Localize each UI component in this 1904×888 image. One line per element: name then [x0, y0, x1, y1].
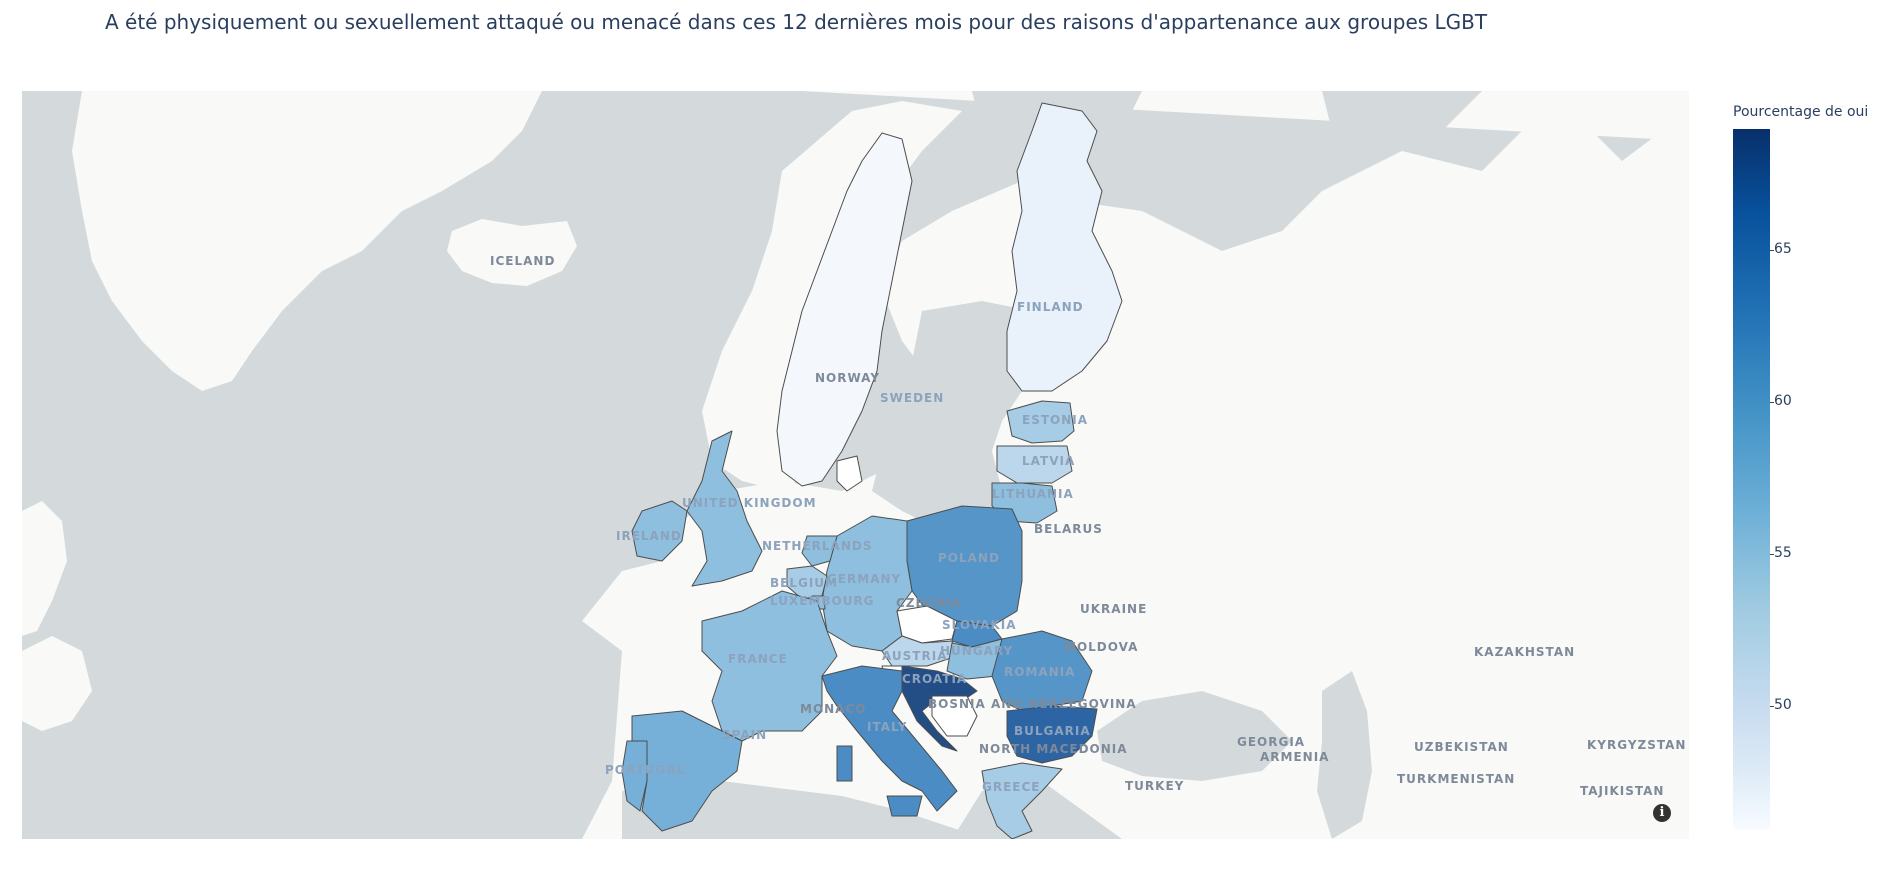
label-kazakhstan: KAZAKHSTAN — [1474, 645, 1575, 659]
country-finland[interactable] — [1006, 102, 1123, 392]
label-latvia: LATVIA — [1022, 454, 1075, 468]
country-denmark[interactable] — [836, 455, 863, 492]
colorbar-tick: 60 — [1770, 393, 1834, 409]
label-iceland: ICELAND — [490, 254, 555, 268]
label-lithuania: LITHUANIA — [992, 487, 1074, 501]
label-greece: GREECE — [982, 780, 1041, 794]
country-croatia[interactable] — [901, 665, 978, 752]
newfoundland-landmass — [22, 636, 92, 731]
label-uzbekistan: UZBEKISTAN — [1414, 740, 1509, 754]
country-latvia[interactable] — [996, 445, 1073, 484]
label-slovakia: SLOVAKIA — [942, 618, 1017, 632]
label-norway: NORWAY — [815, 371, 880, 385]
label-romania: ROMANIA — [1004, 665, 1075, 679]
country-sweden[interactable] — [776, 132, 913, 487]
label-luxembourg: LUXEMBOURG — [770, 594, 875, 608]
colorbar-tick: 50 — [1770, 697, 1834, 713]
label-georgia: GEORGIA — [1237, 735, 1305, 749]
caspian-sea — [1317, 671, 1372, 839]
country-netherlands[interactable] — [801, 535, 838, 567]
label-sweden: SWEDEN — [880, 391, 944, 405]
colorbar — [1733, 129, 1770, 829]
colorbar-title: Pourcentage de oui — [1733, 104, 1869, 120]
label-tajikistan: TAJIKISTAN — [1580, 784, 1664, 798]
label-estonia: ESTONIA — [1022, 413, 1088, 427]
country-layer — [621, 102, 1123, 839]
label-turkey: TURKEY — [1125, 779, 1184, 793]
label-germany: GERMANY — [827, 572, 901, 586]
label-france: FRANCE — [728, 652, 788, 666]
country-portugal[interactable] — [621, 740, 648, 812]
label-spain: SPAIN — [722, 728, 767, 742]
label-turkmenistan: TURKMENISTAN — [1397, 772, 1515, 786]
label-netherlands: NETHERLANDS — [762, 539, 873, 553]
label-monaco: MONACO — [800, 702, 866, 716]
country-bulgaria[interactable] — [1006, 705, 1098, 764]
mediterranean-sea — [622, 781, 982, 839]
colorbar-legend: Pourcentage de oui 65 60 55 50 — [1733, 104, 1893, 834]
label-armenia: ARMENIA — [1260, 750, 1329, 764]
country-romania[interactable] — [991, 630, 1093, 712]
eurasia-landmass — [582, 91, 1689, 839]
map-canvas[interactable]: ICELAND NORWAY SWEDEN FINLAND ESTONIA LA… — [22, 91, 1689, 839]
label-bosnia: BOSNIA AND HERZEGOVINA — [928, 697, 1137, 711]
country-greece[interactable] — [981, 762, 1063, 839]
country-sardinia[interactable] — [836, 745, 853, 782]
label-belarus: BELARUS — [1034, 522, 1103, 536]
info-icon[interactable]: i — [1653, 804, 1671, 822]
label-hungary: HUNGARY — [940, 644, 1013, 658]
label-croatia: CROATIA — [902, 672, 967, 686]
country-sicily[interactable] — [886, 795, 923, 817]
country-italy[interactable] — [821, 665, 958, 812]
label-ireland: IRELAND — [616, 529, 682, 543]
colorbar-tick: 65 — [1770, 241, 1834, 257]
label-czechia: CZECHIA — [896, 596, 961, 610]
label-bulgaria: BULGARIA — [1014, 724, 1091, 738]
label-portugal: PORTUGAL — [605, 763, 685, 777]
country-estonia[interactable] — [1006, 400, 1075, 444]
label-north-macedonia: NORTH MACEDONIA — [979, 742, 1128, 756]
label-united-kingdom: UNITED KINGDOM — [682, 496, 817, 510]
greenland-landmass — [72, 91, 542, 391]
country-france[interactable] — [701, 590, 838, 742]
kara-sea — [1322, 91, 1482, 151]
black-sea — [1097, 691, 1292, 781]
country-uk[interactable] — [686, 430, 763, 587]
label-kyrgyzstan: KYRGYZSTAN — [1587, 738, 1686, 752]
country-ireland[interactable] — [631, 500, 688, 562]
country-bosnia[interactable] — [931, 695, 978, 737]
canada-landmass — [22, 501, 67, 636]
label-poland: POLAND — [938, 551, 1000, 565]
label-ukraine: UKRAINE — [1080, 602, 1147, 616]
label-austria: AUSTRIA — [882, 649, 947, 663]
label-belgium: BELGIUM — [770, 576, 838, 590]
colorbar-tick: 55 — [1770, 545, 1834, 561]
chart-title: A été physiquement ou sexuellement attaq… — [105, 10, 1488, 34]
label-finland: FINLAND — [1017, 300, 1084, 314]
iceland-landmass — [447, 219, 577, 286]
choropleth-map[interactable]: ICELAND NORWAY SWEDEN FINLAND ESTONIA LA… — [22, 91, 1689, 839]
label-moldova: MOLDOVA — [1064, 640, 1138, 654]
label-italy: ITALY — [867, 720, 907, 734]
